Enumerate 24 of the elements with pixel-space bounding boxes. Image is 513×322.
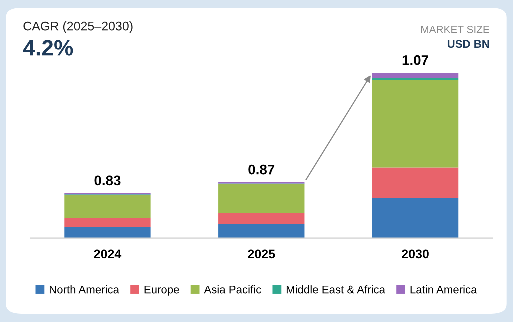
text: MARKET SIZE [422, 26, 490, 34]
text: 4.2% [23, 40, 74, 56]
bar [218, 213, 305, 224]
text: USD BN [448, 40, 490, 48]
bar [218, 224, 305, 238]
annotation: 0.83 [94, 176, 121, 186]
x-tick-label: 2025 [248, 250, 276, 259]
text: CAGR (2025–2030) [24, 22, 133, 34]
legend-label: Middle East & Africa [286, 286, 386, 294]
bar [372, 80, 459, 168]
bar [64, 218, 151, 228]
legend-label: Asia Pacific [204, 286, 262, 294]
legend-label: Europe [144, 286, 180, 296]
x-tick-label: 2024 [94, 250, 122, 259]
legend-label: North America [50, 286, 120, 294]
legend-label: Latin America [410, 286, 478, 294]
bar [372, 198, 459, 238]
x-tick-label: 2030 [402, 250, 429, 259]
bar [64, 195, 151, 218]
bar [218, 184, 305, 214]
bar [64, 227, 151, 238]
bar [372, 168, 459, 198]
annotation: 0.87 [248, 164, 275, 175]
annotation: 1.07 [402, 55, 428, 66]
